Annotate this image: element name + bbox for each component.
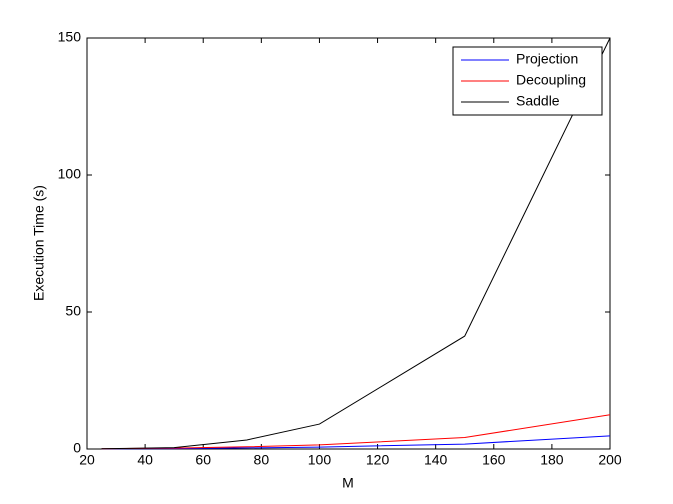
x-tick-label: 120 [366, 452, 390, 468]
y-tick-label: 50 [65, 303, 81, 319]
legend-label: Decoupling [516, 72, 586, 88]
legend-label: Projection [516, 51, 578, 67]
y-tick-label: 100 [58, 166, 82, 182]
x-tick-label: 200 [598, 452, 622, 468]
legend-label: Saddle [516, 93, 560, 109]
x-axis-label: M [342, 475, 354, 491]
x-tick-label: 40 [137, 452, 153, 468]
y-tick-label: 150 [58, 29, 82, 45]
x-tick-label: 100 [308, 452, 332, 468]
x-tick-label: 160 [482, 452, 506, 468]
x-tick-label: 140 [424, 452, 448, 468]
x-tick-label: 60 [195, 452, 211, 468]
x-tick-label: 180 [540, 452, 564, 468]
x-tick-label: 20 [79, 452, 95, 468]
y-axis-label: Execution Time (s) [31, 185, 47, 301]
y-tick-label: 0 [73, 440, 81, 456]
x-tick-label: 80 [254, 452, 270, 468]
series-line [101, 37, 611, 450]
